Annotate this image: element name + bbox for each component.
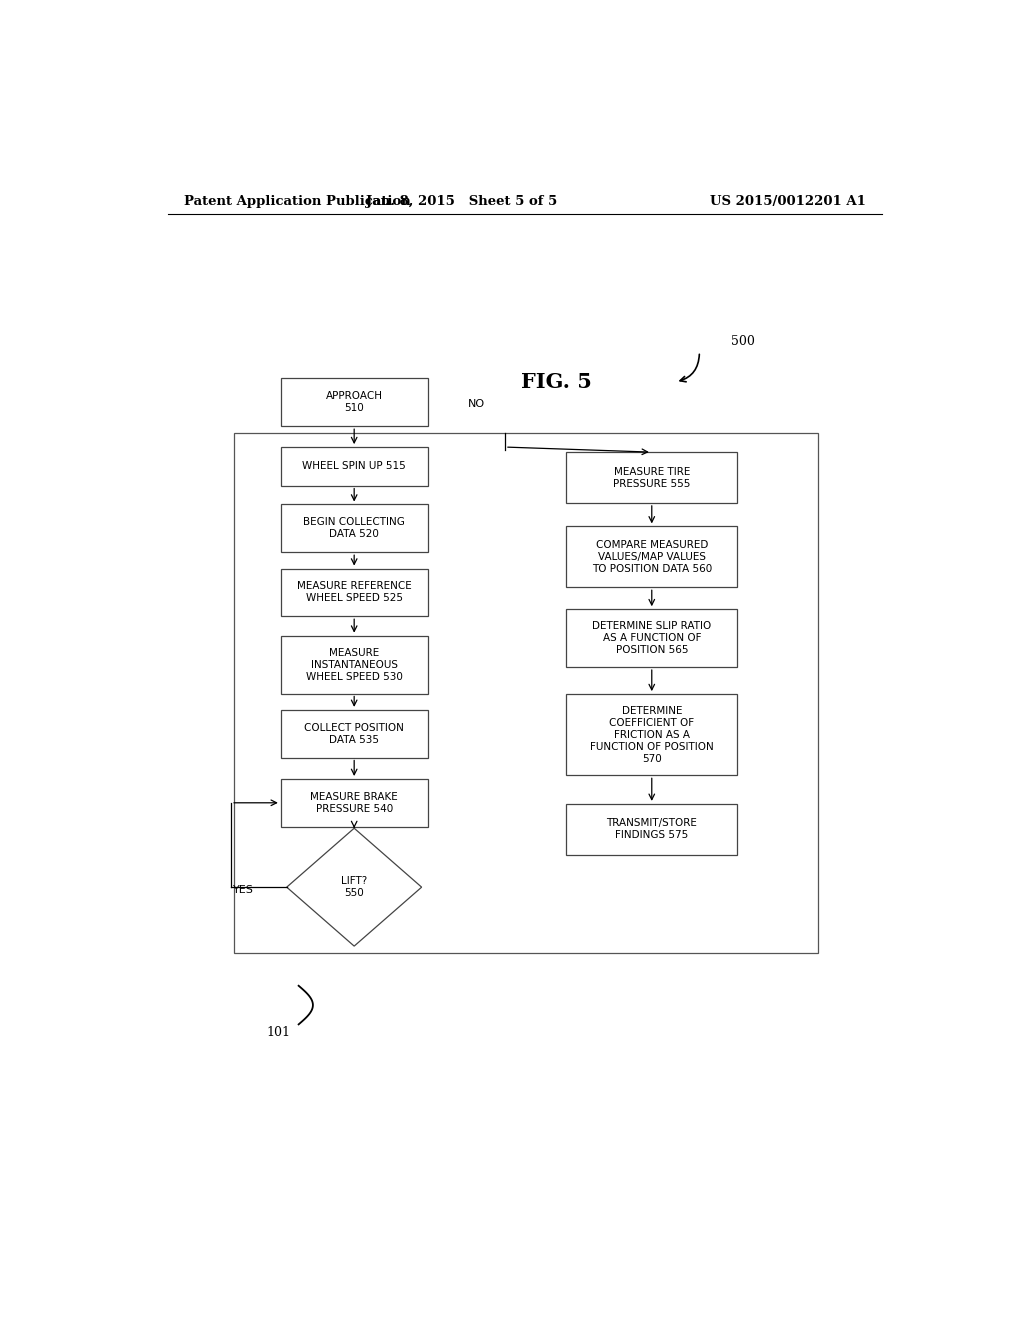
Text: DETERMINE
COEFFICIENT OF
FRICTION AS A
FUNCTION OF POSITION
570: DETERMINE COEFFICIENT OF FRICTION AS A F… [590,706,714,764]
Text: YES: YES [232,886,253,895]
Text: US 2015/0012201 A1: US 2015/0012201 A1 [711,194,866,207]
Text: COLLECT POSITION
DATA 535: COLLECT POSITION DATA 535 [304,722,404,744]
FancyBboxPatch shape [281,569,428,616]
Text: TRANSMIT/STORE
FINDINGS 575: TRANSMIT/STORE FINDINGS 575 [606,818,697,841]
Text: APPROACH
510: APPROACH 510 [326,391,383,413]
FancyBboxPatch shape [281,379,428,426]
FancyBboxPatch shape [566,694,737,775]
FancyBboxPatch shape [281,710,428,758]
FancyBboxPatch shape [566,453,737,503]
Polygon shape [287,828,422,946]
Text: FIG. 5: FIG. 5 [521,372,592,392]
Text: MEASURE BRAKE
PRESSURE 540: MEASURE BRAKE PRESSURE 540 [310,792,398,814]
FancyBboxPatch shape [566,609,737,667]
Text: BEGIN COLLECTING
DATA 520: BEGIN COLLECTING DATA 520 [303,517,406,540]
Text: 101: 101 [267,1026,291,1039]
FancyBboxPatch shape [566,804,737,854]
FancyBboxPatch shape [566,527,737,587]
Text: MEASURE TIRE
PRESSURE 555: MEASURE TIRE PRESSURE 555 [613,466,690,488]
Text: 500: 500 [731,335,755,348]
Text: MEASURE REFERENCE
WHEEL SPEED 525: MEASURE REFERENCE WHEEL SPEED 525 [297,581,412,603]
Text: Jan. 8, 2015   Sheet 5 of 5: Jan. 8, 2015 Sheet 5 of 5 [366,194,557,207]
FancyBboxPatch shape [281,504,428,552]
Text: DETERMINE SLIP RATIO
AS A FUNCTION OF
POSITION 565: DETERMINE SLIP RATIO AS A FUNCTION OF PO… [592,622,712,655]
Text: Patent Application Publication: Patent Application Publication [183,194,411,207]
Text: COMPARE MEASURED
VALUES/MAP VALUES
TO POSITION DATA 560: COMPARE MEASURED VALUES/MAP VALUES TO PO… [592,540,712,574]
Text: MEASURE
INSTANTANEOUS
WHEEL SPEED 530: MEASURE INSTANTANEOUS WHEEL SPEED 530 [306,648,402,681]
Bar [233,433,818,953]
FancyBboxPatch shape [281,779,428,826]
FancyBboxPatch shape [281,636,428,693]
Text: WHEEL SPIN UP 515: WHEEL SPIN UP 515 [302,462,407,471]
Text: LIFT?
550: LIFT? 550 [341,876,368,898]
Text: NO: NO [468,400,485,409]
FancyBboxPatch shape [281,447,428,486]
